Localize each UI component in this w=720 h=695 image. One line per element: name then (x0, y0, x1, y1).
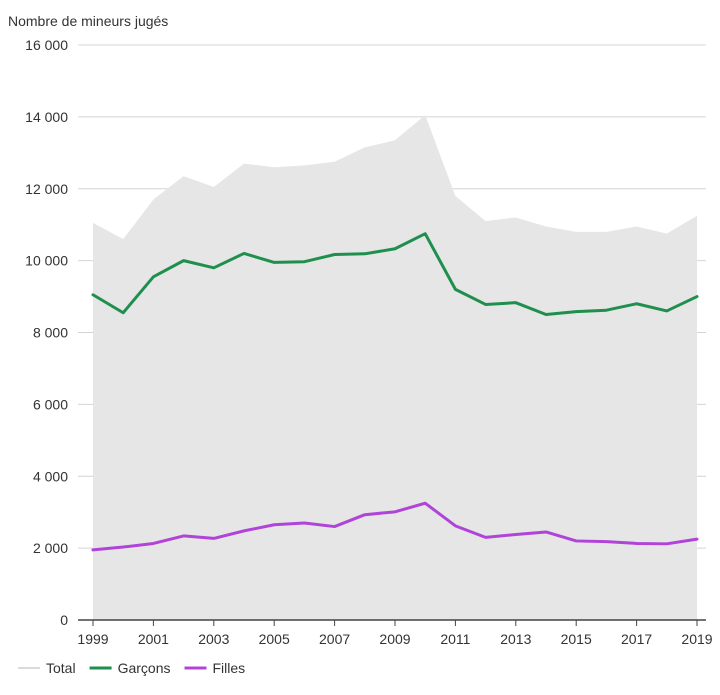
legend-label: Filles (213, 660, 246, 676)
y-tick-label: 0 (60, 612, 68, 628)
y-tick-label: 8 000 (33, 325, 68, 341)
x-tick-label: 2007 (319, 631, 350, 647)
x-tick-label: 2017 (621, 631, 652, 647)
x-tick-label: 1999 (77, 631, 108, 647)
y-tick-label: 16 000 (25, 37, 68, 53)
x-tick-label: 2009 (379, 631, 410, 647)
x-tick-label: 2015 (561, 631, 592, 647)
x-tick-label: 2005 (259, 631, 290, 647)
area-layer (93, 115, 697, 620)
x-tick-label: 2001 (138, 631, 169, 647)
legend-label: Garçons (118, 660, 171, 676)
axis-layer: 0 2 000 4 000 6 000 8 000 10 000 12 000 14 000 1… (25, 37, 713, 647)
line-layer (91, 232, 699, 552)
x-tick-label: 2003 (198, 631, 229, 647)
y-axis-title: Nombre de mineurs jugés (8, 13, 168, 29)
x-tick-label: 2011 (440, 631, 470, 647)
legend-label: Total (46, 660, 76, 676)
x-tick-label: 2019 (681, 631, 712, 647)
y-tick-label: 2 000 (33, 540, 68, 556)
total-area (93, 115, 697, 620)
y-tick-label: 4 000 (33, 468, 68, 484)
garcons-line (91, 232, 699, 317)
y-tick-label: 14 000 (25, 109, 68, 125)
y-tick-label: 10 000 (25, 253, 68, 269)
y-tick-label: 12 000 (25, 181, 68, 197)
legend: Total Garçons Filles (18, 660, 245, 676)
x-tick-label: 2013 (500, 631, 531, 647)
filles-line (91, 501, 699, 552)
y-tick-label: 6 000 (33, 396, 68, 412)
